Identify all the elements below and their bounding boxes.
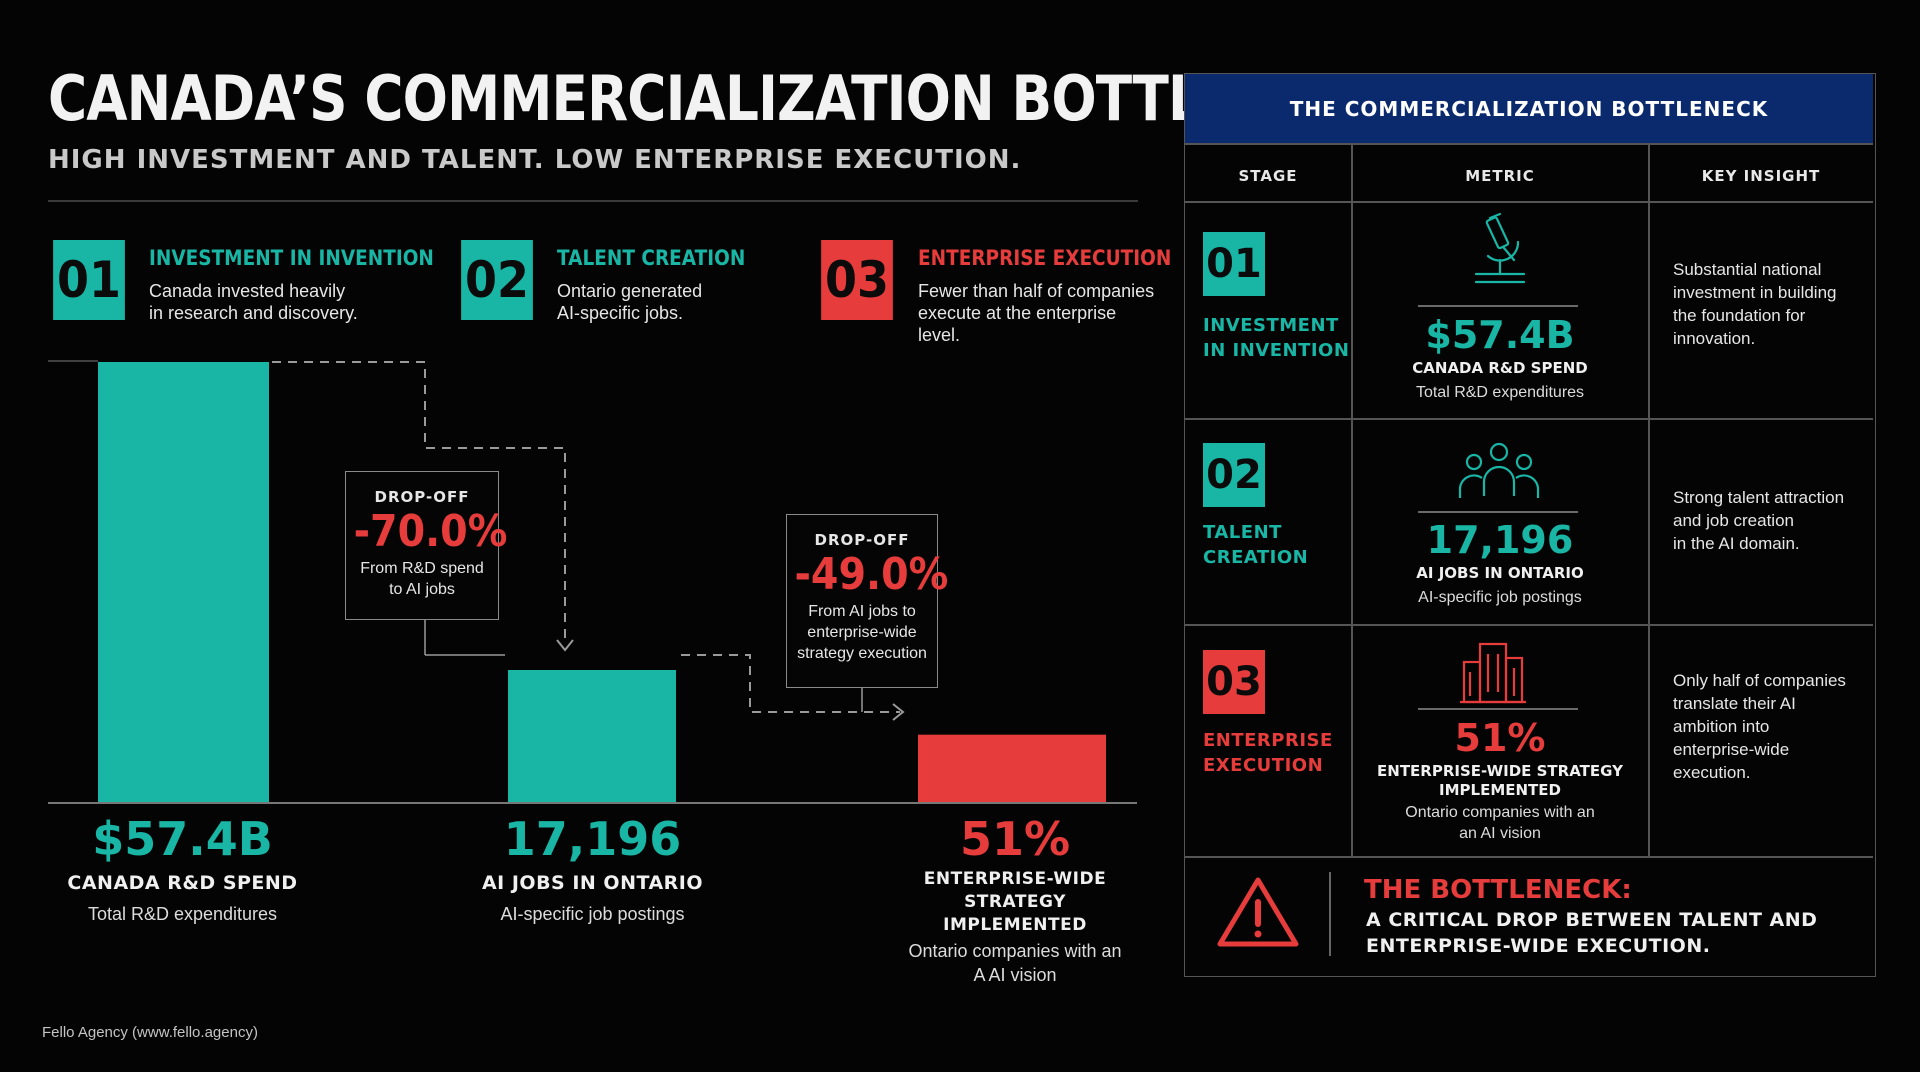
footer-credit: Fello Agency (www.fello.agency) bbox=[42, 1024, 258, 1041]
people-icon bbox=[1458, 442, 1540, 498]
bar-label-group-1: $57.4B CANADA R&D SPEND Total R&D expend… bbox=[40, 812, 325, 926]
category-label-rd-spend: CANADA R&D SPEND bbox=[67, 872, 298, 894]
category-label-enterprise: ENTERPRISE-WIDE STRATEGY IMPLEMENTED bbox=[923, 869, 1107, 935]
page-subtitle: HIGH INVESTMENT AND TALENT. LOW ENTERPRI… bbox=[48, 145, 1022, 175]
table-metric-01: $57.4B CANADA R&D SPEND Total R&D expend… bbox=[1412, 313, 1588, 401]
bar-label-group-3: 51% ENTERPRISE-WIDE STRATEGY IMPLEMENTED… bbox=[870, 812, 1160, 987]
col-header-metric: METRIC bbox=[1465, 167, 1535, 185]
bottleneck-title: THE BOTTLENECK: bbox=[1364, 875, 1632, 905]
stage-desc-03: Fewer than half of companies execute at … bbox=[918, 281, 1155, 345]
value-label-ai-jobs: 17,196 bbox=[503, 812, 682, 866]
table-title: THE COMMERCIALIZATION BOTTLENECK bbox=[1185, 74, 1873, 144]
bar-enterprise-execution bbox=[918, 734, 1106, 802]
stage-desc-02: Ontario generated AI-specific jobs. bbox=[557, 281, 703, 323]
table-insight-02: Strong talent attraction and job creatio… bbox=[1673, 488, 1845, 553]
value-label-rd-spend: $57.4B bbox=[92, 812, 273, 866]
table-metric-03: 51% ENTERPRISE-WIDE STRATEGY IMPLEMENTED… bbox=[1377, 716, 1623, 842]
stage-badge-01: 01 bbox=[53, 240, 125, 320]
dropoff-value-1: -70.0% bbox=[353, 506, 508, 557]
stage-desc-01: Canada invested heavily in research and … bbox=[149, 281, 358, 323]
building-icon bbox=[1460, 642, 1526, 704]
microscope-icon bbox=[1474, 212, 1526, 284]
dropoff-value-2: -49.0% bbox=[794, 549, 949, 600]
dropoff-annotation-2: DROP-OFF -49.0% From AI jobs to enterpri… bbox=[786, 514, 949, 688]
col-header-insight: KEY INSIGHT bbox=[1701, 167, 1821, 185]
header-divider bbox=[48, 200, 1138, 202]
bottleneck-table bbox=[1184, 73, 1876, 977]
table-insight-01: Substantial national investment in build… bbox=[1673, 260, 1837, 348]
table-badge-02: 02 bbox=[1203, 443, 1265, 507]
table-metric-02: 17,196 AI JOBS IN ONTARIO AI-specific jo… bbox=[1416, 518, 1584, 606]
stage-title-02: TALENT CREATION bbox=[557, 246, 746, 270]
table-stage-02: TALENT CREATION bbox=[1203, 522, 1309, 568]
bar-ai-jobs bbox=[508, 670, 676, 802]
table-badge-03: 03 bbox=[1203, 650, 1265, 714]
table-badge-01: 01 bbox=[1203, 232, 1265, 296]
bottleneck-text: A CRITICAL DROP BETWEEN TALENT AND ENTER… bbox=[1366, 909, 1818, 957]
flow-arrow-2 bbox=[892, 703, 905, 721]
col-header-stage: STAGE bbox=[1238, 167, 1298, 185]
warning-icon bbox=[1217, 877, 1299, 947]
flow-connector-1 bbox=[272, 361, 566, 640]
table-stage-03: ENTERPRISE EXECUTION bbox=[1203, 730, 1333, 776]
bar-rd-spend bbox=[98, 362, 269, 802]
value-label-enterprise: 51% bbox=[959, 812, 1071, 866]
stage-title-03: ENTERPRISE EXECUTION bbox=[918, 246, 1172, 270]
flow-arrow-1 bbox=[556, 639, 574, 652]
stage-title-01: INVESTMENT IN INVENTION bbox=[149, 246, 434, 270]
bar-label-group-2: 17,196 AI JOBS IN ONTARIO AI-specific jo… bbox=[450, 812, 735, 926]
category-label-ai-jobs: AI JOBS IN ONTARIO bbox=[481, 872, 704, 894]
stage-badge-03: 03 bbox=[821, 240, 893, 320]
dropoff-annotation-1: DROP-OFF -70.0% From R&D spend to AI job… bbox=[345, 471, 508, 620]
table-stage-01: INVESTMENT IN INVENTION bbox=[1203, 315, 1350, 361]
page-title: CANADA’S COMMERCIALIZATION BOTTLENECK bbox=[48, 62, 1396, 135]
flow-connector-2 bbox=[681, 654, 900, 713]
stage-badge-02: 02 bbox=[461, 240, 533, 320]
bar-chart bbox=[48, 360, 1137, 804]
table-insight-03: Only half of companies translate their A… bbox=[1673, 671, 1846, 782]
